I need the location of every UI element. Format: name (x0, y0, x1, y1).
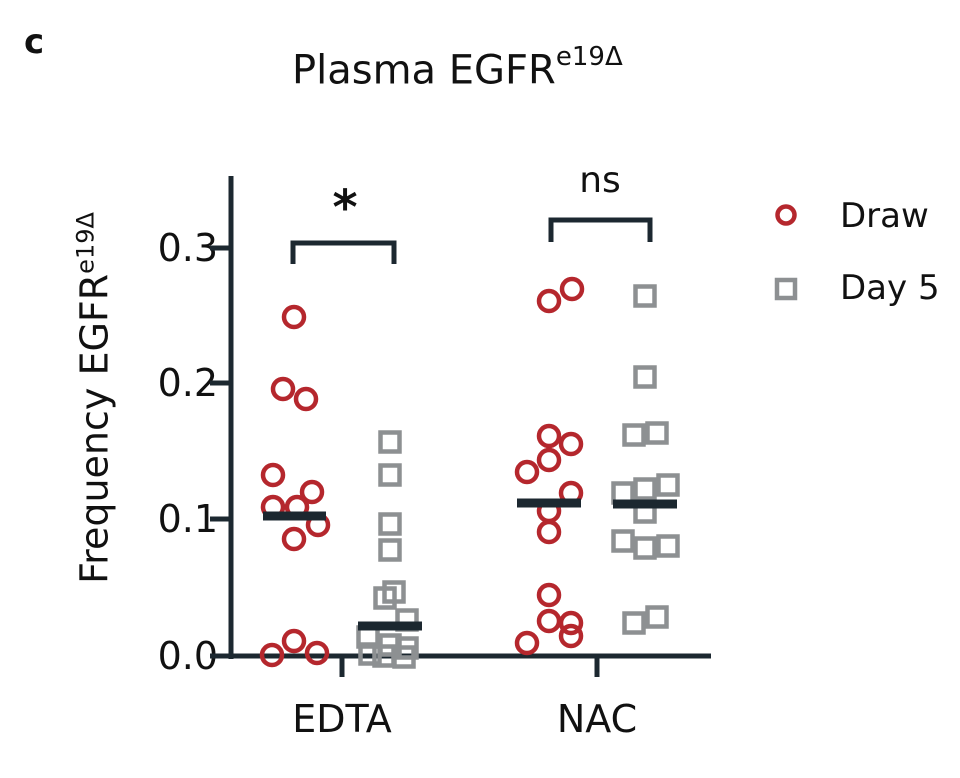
draw-point (304, 640, 330, 666)
y-tick-label: 0.2 (157, 361, 218, 405)
panel-letter: c (24, 22, 45, 62)
day5-point (378, 430, 402, 454)
draw-point (270, 376, 296, 402)
draw-point (281, 304, 307, 330)
x-category-label-nac: NAC (556, 697, 638, 741)
day5-point (358, 642, 382, 666)
day5-point (392, 645, 416, 669)
significance-bracket-edta (290, 240, 397, 264)
day5-point (633, 477, 657, 501)
draw-point (514, 630, 540, 656)
day5-point (656, 534, 680, 558)
day5-point (645, 421, 669, 445)
draw-point (514, 459, 540, 485)
significance-star: * (332, 180, 358, 236)
day5-point (378, 463, 402, 487)
significance-ns: ns (579, 160, 621, 201)
day5-point (656, 473, 680, 497)
x-category-label-edta: EDTA (292, 697, 392, 741)
title-superscript: e19Δ (555, 42, 623, 72)
significance-bracket-nac (548, 217, 653, 242)
day5-point (373, 586, 397, 610)
draw-point (558, 610, 584, 636)
legend-label-day5: Day 5 (840, 268, 940, 308)
day5-point (645, 605, 669, 629)
y-tick-label: 0.3 (157, 226, 218, 270)
legend-circle-icon (775, 204, 797, 226)
day5-point (378, 512, 402, 536)
y-tick-label: 0.0 (157, 634, 218, 678)
draw-point (558, 431, 584, 457)
draw-point (558, 623, 584, 649)
legend-label-draw: Draw (840, 196, 929, 236)
draw-point (536, 288, 562, 314)
draw-point (281, 526, 307, 552)
y-tick-label: 0.1 (157, 497, 218, 541)
draw-point (536, 582, 562, 608)
draw-point (299, 479, 325, 505)
draw-point (536, 608, 562, 634)
day5-point (633, 284, 657, 308)
draw-point (559, 276, 585, 302)
day5-point (378, 538, 402, 562)
draw-point (281, 628, 307, 654)
draw-point (293, 386, 319, 412)
draw-point (259, 642, 285, 668)
legend-square-icon (774, 277, 798, 301)
day5-point (633, 365, 657, 389)
chart-title: Plasma EGFRe19Δ (292, 42, 623, 94)
draw-point (536, 519, 562, 545)
day5-point (622, 423, 646, 447)
title-main: Plasma EGFR (292, 47, 556, 94)
draw-point (260, 462, 286, 488)
draw-point (536, 447, 562, 473)
day5-point (611, 529, 635, 553)
day5-point (633, 536, 657, 560)
draw-point (536, 423, 562, 449)
day5-point (622, 611, 646, 635)
